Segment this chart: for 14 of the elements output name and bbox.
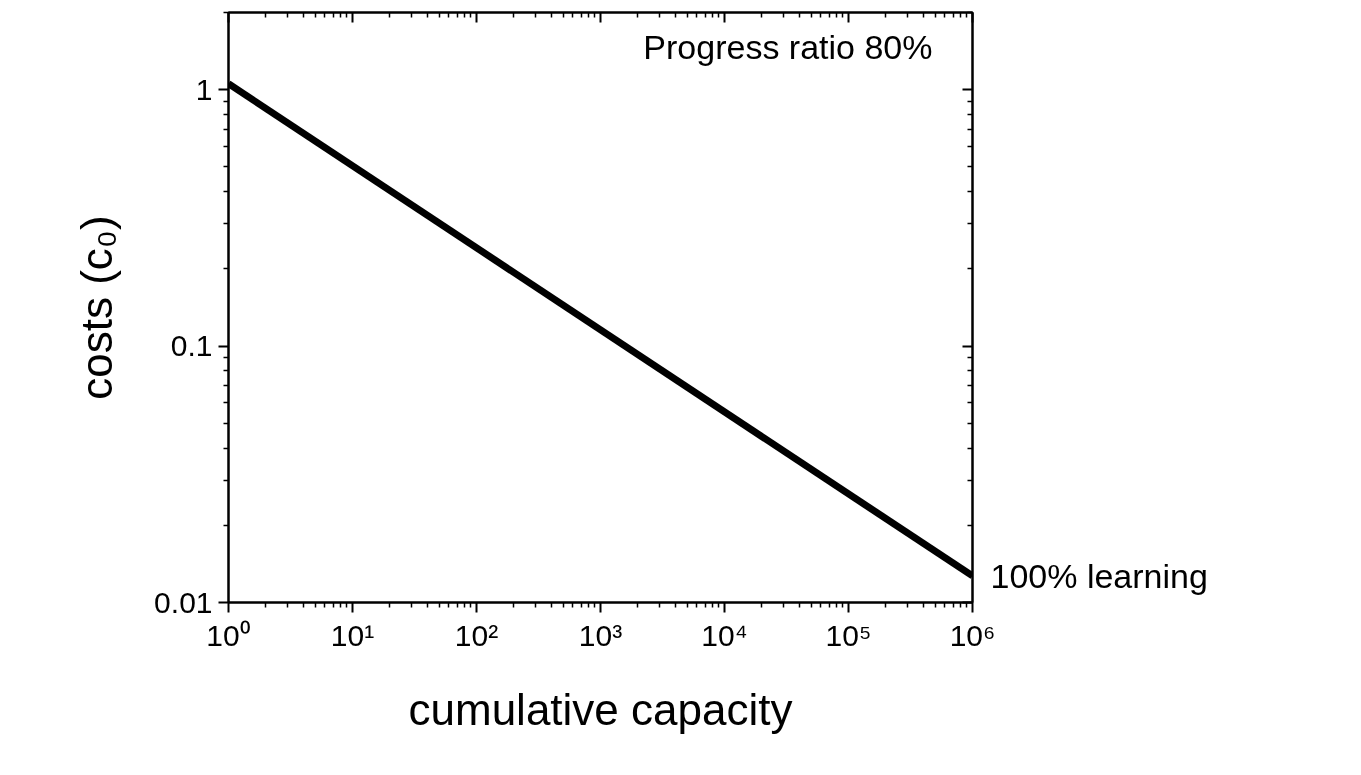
x-tick-label: 10⁰	[206, 618, 251, 652]
x-axis-title: cumulative capacity	[408, 684, 793, 734]
y-tick-label: 0.1	[170, 329, 213, 363]
annotation: 100% learning	[990, 556, 1208, 595]
x-tick-label: 10⁴	[701, 618, 748, 652]
y-axis-title: costs (c₀)	[72, 215, 122, 400]
x-tick-label: 10¹	[330, 618, 375, 652]
x-tick-label: 10⁶	[949, 618, 996, 652]
y-tick-label: 0.01	[154, 585, 213, 619]
y-tick-label: 1	[195, 72, 213, 106]
x-tick-label: 10³	[578, 618, 623, 652]
x-tick-label: 10²	[454, 618, 499, 652]
x-tick-label: 10⁵	[825, 618, 872, 652]
annotation: Progress ratio 80%	[643, 27, 933, 66]
